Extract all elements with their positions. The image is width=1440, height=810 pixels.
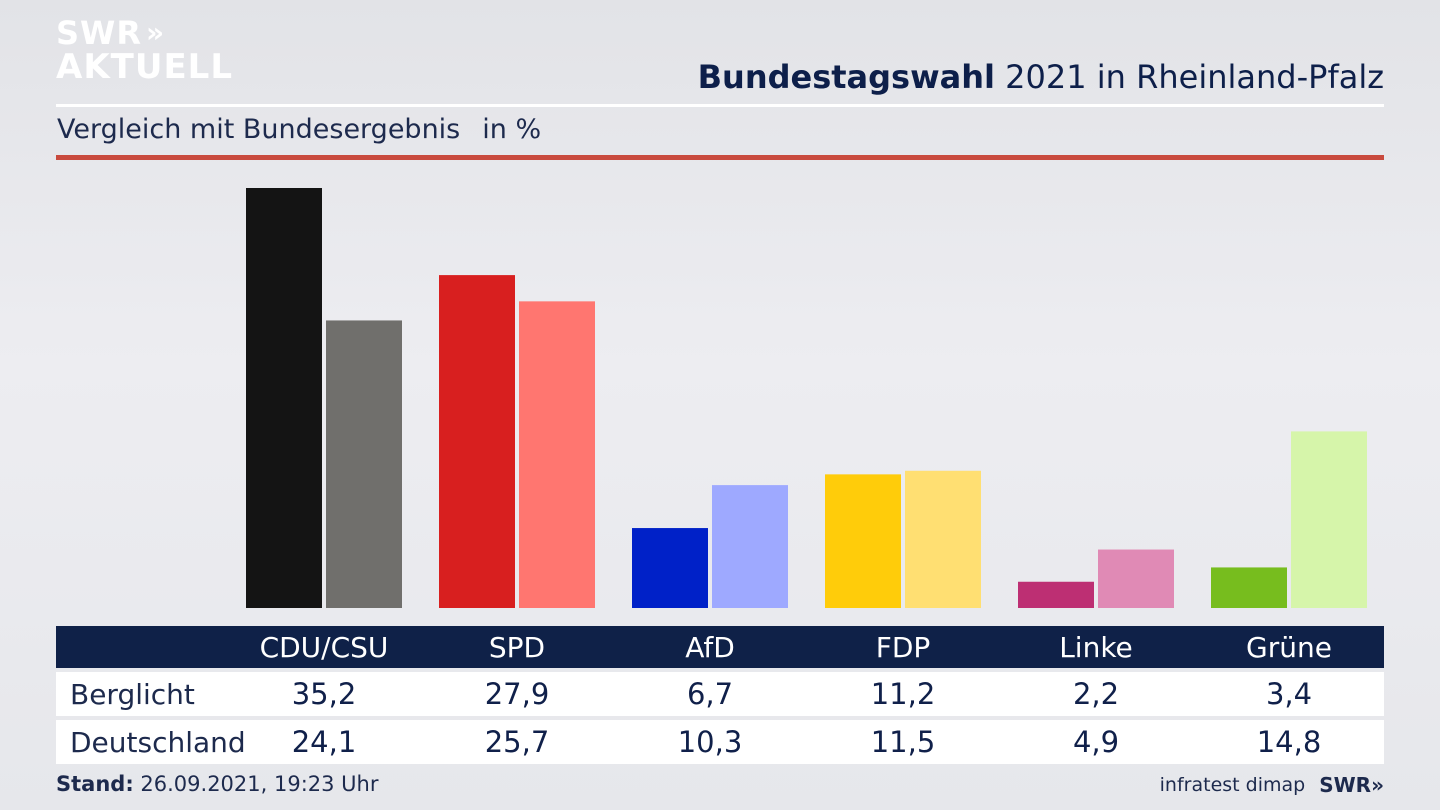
bar-national-1 [519,301,595,608]
subtitle-divider [56,155,1384,160]
logo-swr-text: SWR [56,14,142,52]
bar-local-1 [439,275,515,608]
logo-aktuell-text: AKTUELL [56,47,234,87]
source-credits: infratest dimap SWR» [1160,773,1384,797]
column-header-3: FDP [875,630,931,664]
results-table: CDU/CSU SPD AfD FDP Linke Grüne Berglicht 35,… [56,626,1384,764]
table-row-local: Berglicht 35,2 27,9 6,7 11,2 2,2 3,4 [56,672,1384,716]
bar-local-2 [632,528,708,608]
bar-local-4 [1018,581,1094,608]
column-header-0: CDU/CSU [259,630,389,664]
table-cell-national-5: 14,8 [1256,725,1322,759]
column-header-2: AfD [685,630,735,664]
table-header-row: CDU/CSU SPD AfD FDP Linke Grüne [56,626,1384,668]
chart-title: Bundestagswahl 2021 in Rheinland-Pfalz [698,58,1384,96]
table-cell-local-1: 27,9 [484,677,550,711]
table-cell-local-0: 35,2 [291,677,357,711]
table-cell-national-2: 10,3 [677,725,743,759]
bar-local-5 [1211,567,1287,608]
stand-label: Stand: [56,772,134,796]
swr-brand-logo: SWR» [1319,773,1384,797]
table-row-national: Deutschland 24,1 25,7 10,3 11,5 4,9 14,8 [56,720,1384,764]
column-header-5: Grüne [1246,630,1332,664]
bar-national-0 [326,320,402,608]
logo-chevrons-icon: » [145,16,164,49]
source-text: infratest dimap [1159,774,1306,796]
table-cell-national-1: 25,7 [484,725,550,759]
table-cell-local-2: 6,7 [686,677,734,711]
table-cell-national-4: 4,9 [1072,725,1120,759]
table-cell-local-4: 2,2 [1072,677,1120,711]
swr-aktuell-logo: SWR» AKTUELL [56,16,233,84]
bar-national-5 [1291,431,1367,608]
subtitle-unit: in % [482,114,542,145]
row-label-national: Deutschland [70,725,246,759]
stand-value: 26.09.2021, 19:23 Uhr [133,772,379,796]
column-header-4: Linke [1059,630,1133,664]
column-header-1: SPD [488,630,546,664]
table-cell-national-3: 11,5 [870,725,936,759]
timestamp: Stand: 26.09.2021, 19:23 Uhr [56,772,379,796]
bar-national-2 [712,485,788,608]
title-divider [56,104,1384,107]
title-bold: Bundestagswahl [697,58,995,96]
chart-subtitle: Vergleich mit Bundesergebnis in % [57,114,541,145]
table-cell-national-0: 24,1 [291,725,357,759]
table-cell-local-5: 3,4 [1265,677,1313,711]
row-label-local: Berglicht [70,677,195,711]
table-cell-local-3: 11,2 [870,677,936,711]
subtitle-text: Vergleich mit Bundesergebnis [57,114,461,145]
bar-national-4 [1098,549,1174,608]
title-rest: 2021 in Rheinland-Pfalz [995,58,1384,96]
bar-national-3 [905,470,981,608]
bar-local-0 [246,188,322,608]
bar-local-3 [825,474,901,608]
